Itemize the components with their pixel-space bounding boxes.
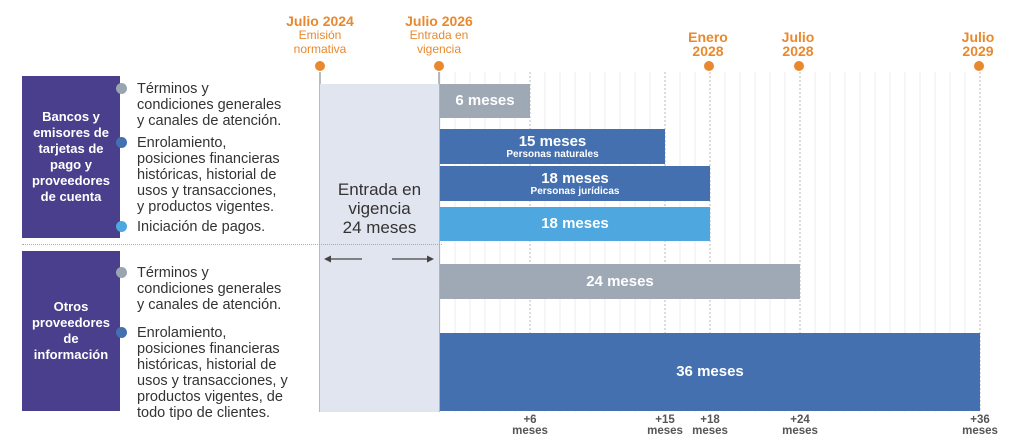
milestone-title: Julio 2026 xyxy=(405,13,473,29)
item-bullet xyxy=(116,83,127,94)
entrada-vigencia-period: Entrada en vigencia 24 meses xyxy=(320,84,439,412)
bar-label: 15 meses xyxy=(518,132,587,150)
milestone-julio-2028: Julio 2028 xyxy=(768,30,828,58)
milestone-julio-2024: Julio 2024 Emisión normativa xyxy=(278,14,362,56)
milestone-dot xyxy=(434,61,444,71)
x-tick-label: +15 meses xyxy=(647,414,683,437)
milestone-julio-2026: Julio 2026 Entrada en vigencia xyxy=(397,14,481,56)
bar-label: 24 meses xyxy=(586,272,654,290)
milestone-enero-2028: Enero 2028 xyxy=(678,30,738,58)
bar-sublabel: Personas naturales xyxy=(506,148,599,160)
x-tick-label: +36 meses xyxy=(962,414,998,437)
item-text: Términos y condiciones generales y canal… xyxy=(137,265,282,313)
milestone-julio-2029: Julio 2029 xyxy=(948,30,1008,58)
milestone-title: Enero 2028 xyxy=(688,29,728,59)
bar-sublabel: Personas jurídicas xyxy=(530,185,620,197)
milestone-subtitle: Entrada en vigencia xyxy=(409,28,469,56)
entrada-vigencia-label: Entrada en vigencia 24 meses xyxy=(337,180,422,237)
x-tick-label: +6 meses xyxy=(512,414,548,437)
bar-label: 18 meses xyxy=(541,215,609,232)
bar-label: 6 meses xyxy=(455,92,515,109)
bar: 24 meses xyxy=(440,264,800,299)
bar: 36 meses xyxy=(440,333,980,411)
group-bancos: Bancos y emisores de tarjetas de pago y … xyxy=(22,76,120,238)
item-text: Enrolamiento, posiciones financieras his… xyxy=(137,325,288,421)
item-text: Iniciación de pagos. xyxy=(137,219,266,235)
item-bullet xyxy=(116,221,127,232)
milestone-dot xyxy=(974,61,984,71)
bar: 6 meses xyxy=(440,84,530,118)
item-bullet xyxy=(116,267,127,278)
x-tick-label: +18 meses xyxy=(692,414,728,437)
bar: 18 meses Personas jurídicas xyxy=(440,166,710,201)
item-text: Términos y condiciones generales y canal… xyxy=(137,81,282,129)
milestone-dot xyxy=(315,61,325,71)
item-bullet xyxy=(116,327,127,338)
bar-label: 18 meses xyxy=(541,169,609,187)
group-divider xyxy=(22,244,442,245)
milestone-title: Julio 2024 xyxy=(286,13,354,29)
milestone-dot xyxy=(794,61,804,71)
bar-label: 36 meses xyxy=(676,363,744,380)
milestone-subtitle: Emisión normativa xyxy=(293,28,347,56)
item-text: Enrolamiento, posiciones financieras his… xyxy=(137,135,280,215)
milestone-title: Julio 2029 xyxy=(961,29,995,59)
bar: 18 meses xyxy=(440,207,710,241)
bar: 15 meses Personas naturales xyxy=(440,129,665,164)
item-bullet xyxy=(116,137,127,148)
group-label: Bancos y emisores de tarjetas de pago y … xyxy=(31,109,111,204)
milestone-dot xyxy=(704,61,714,71)
group-label: Otros proveedores de información xyxy=(31,299,111,362)
entrada-arrows xyxy=(324,255,434,263)
milestone-title: Julio 2028 xyxy=(781,29,815,59)
x-tick-label: +24 meses xyxy=(782,414,818,437)
group-otros: Otros proveedores de información xyxy=(22,251,120,411)
